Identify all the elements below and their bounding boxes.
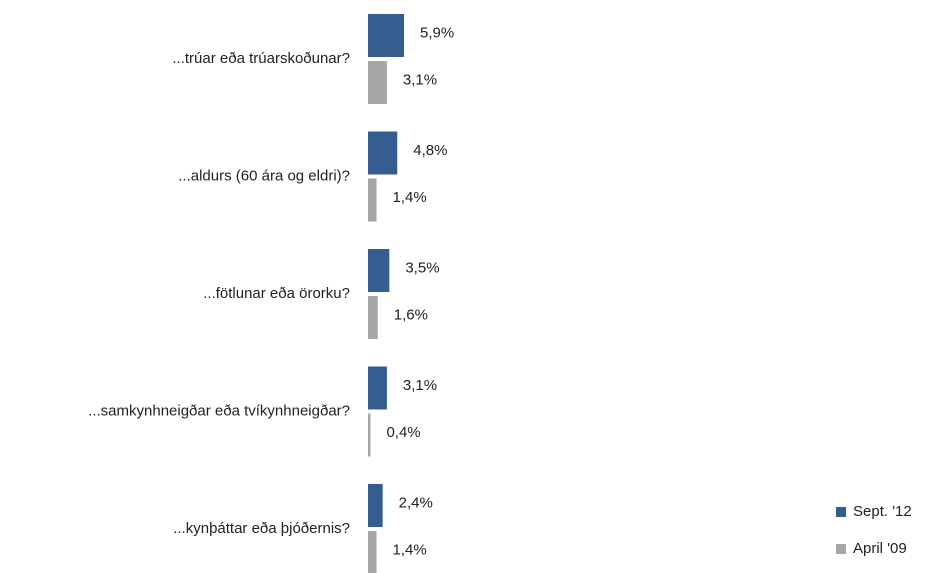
- bar: [368, 296, 378, 339]
- value-label: 0,4%: [386, 424, 420, 441]
- category-label: ...fötlunar eða örorku?: [203, 285, 350, 302]
- bar: [368, 61, 387, 104]
- bar: [368, 413, 371, 457]
- category-label: ...aldurs (60 ára og eldri)?: [178, 167, 350, 184]
- legend-swatch: [836, 507, 846, 517]
- bar: [368, 178, 377, 222]
- value-label: 5,9%: [420, 24, 454, 41]
- legend-label: April '09: [853, 540, 907, 557]
- bar: [368, 366, 387, 410]
- category-label: ...kynþáttar eða þjóðernis?: [173, 520, 350, 537]
- value-label: 1,4%: [393, 541, 427, 558]
- value-label: 3,1%: [403, 377, 437, 394]
- value-label: 4,8%: [413, 142, 447, 159]
- value-label: 3,5%: [405, 259, 439, 276]
- legend-label: Sept. '12: [853, 503, 912, 520]
- category-label: ...samkynhneigðar eða tvíkynhneigðar?: [88, 402, 350, 419]
- legend-swatch: [836, 544, 846, 554]
- bar: [368, 249, 390, 292]
- category-label: ...trúar eða trúarskoðunar?: [172, 50, 350, 67]
- bar: [368, 131, 398, 175]
- bar: [368, 14, 404, 57]
- value-label: 1,6%: [394, 306, 428, 323]
- bar: [368, 531, 377, 573]
- value-label: 3,1%: [403, 71, 437, 88]
- value-label: 1,4%: [393, 189, 427, 206]
- bar: [368, 484, 383, 527]
- value-label: 2,4%: [399, 494, 433, 511]
